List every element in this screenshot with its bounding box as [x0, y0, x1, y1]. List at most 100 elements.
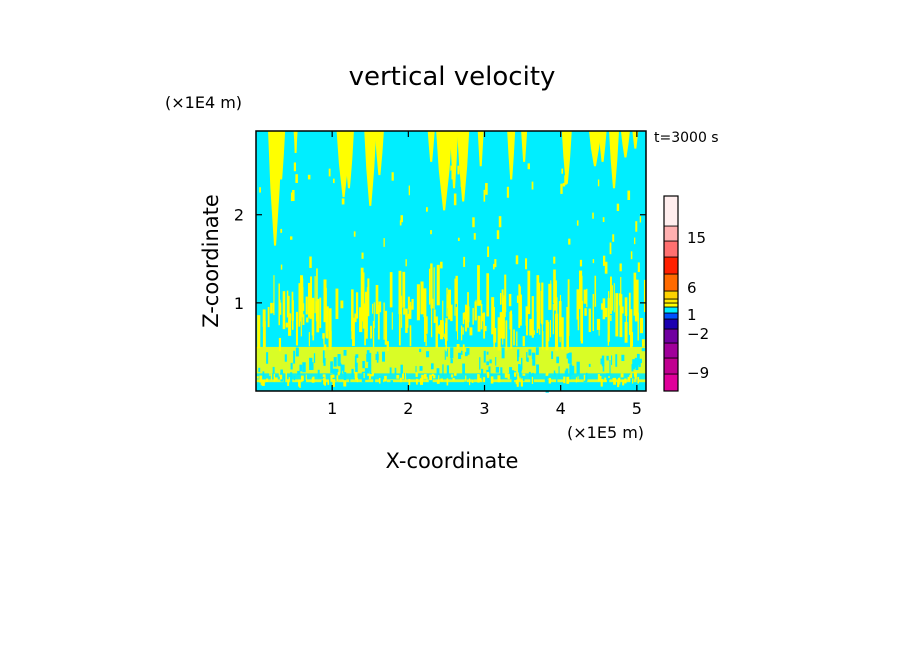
speck: [464, 379, 466, 382]
streak: [501, 289, 504, 305]
speck: [420, 378, 424, 385]
speck: [416, 378, 418, 385]
speck: [514, 372, 517, 377]
streak: [472, 217, 475, 228]
speck: [633, 372, 637, 377]
speck: [279, 374, 283, 380]
plume: [374, 131, 384, 176]
streak: [479, 300, 482, 306]
streak: [293, 162, 297, 172]
streak: [628, 292, 631, 335]
streak: [326, 306, 329, 332]
speck: [288, 377, 290, 380]
speck: [278, 372, 280, 377]
chart-title: vertical velocity: [349, 62, 556, 92]
colorbar-level: [663, 256, 679, 275]
streak: [305, 296, 308, 315]
streak: [314, 276, 316, 314]
streak: [576, 220, 579, 226]
streak: [312, 327, 315, 341]
streak: [257, 315, 261, 349]
streak: [598, 326, 600, 336]
speck: [471, 379, 474, 383]
streak: [453, 193, 457, 206]
streak: [473, 233, 476, 240]
streak: [307, 174, 311, 180]
streak: [472, 308, 474, 325]
band-gap: [517, 349, 520, 358]
band-gap: [500, 367, 503, 380]
streak: [637, 312, 639, 341]
streak: [540, 290, 543, 324]
speck: [421, 374, 424, 380]
streak: [423, 297, 426, 342]
streak: [635, 221, 638, 232]
band-gap: [460, 350, 463, 355]
streak: [542, 331, 544, 351]
colorbar-labels: 15 6 1−2 −9: [687, 229, 709, 382]
streak: [456, 300, 459, 340]
streak: [578, 297, 581, 310]
streak: [423, 288, 427, 318]
speck: [259, 375, 263, 383]
streak: [372, 320, 375, 347]
y-tick-label: 2: [234, 206, 244, 225]
streak: [502, 297, 505, 339]
band-gap: [520, 357, 523, 370]
band-gap: [343, 349, 347, 356]
streak: [328, 308, 332, 350]
speck: [452, 378, 455, 381]
colorbar-level: [663, 312, 679, 320]
plume: [277, 131, 286, 180]
streak: [602, 255, 606, 266]
streak: [310, 276, 312, 311]
colorbar-level: [663, 328, 679, 344]
band-gap: [576, 361, 580, 375]
streak: [319, 297, 322, 329]
streak: [430, 263, 433, 304]
speck: [468, 378, 471, 386]
streak: [634, 237, 636, 245]
band-gap: [609, 364, 611, 375]
band-gap: [464, 379, 468, 392]
band-gap: [390, 380, 394, 388]
band-gap: [373, 377, 376, 387]
speck: [477, 374, 480, 383]
speck: [617, 379, 620, 388]
streak: [643, 279, 647, 313]
streak: [639, 317, 644, 334]
streak: [537, 297, 541, 315]
speck: [285, 372, 287, 380]
streak: [333, 178, 335, 184]
band-gap: [337, 362, 342, 367]
plume: [343, 131, 354, 189]
band-gap: [551, 351, 554, 360]
band-gap: [342, 366, 345, 373]
streak: [410, 301, 412, 314]
streak: [298, 283, 301, 327]
streak: [446, 318, 448, 341]
streak: [491, 297, 495, 335]
streak: [594, 275, 597, 307]
speck: [454, 373, 457, 376]
band-gap: [330, 361, 333, 373]
band-gap: [420, 366, 423, 370]
streak: [391, 172, 394, 181]
streak: [286, 290, 289, 318]
band-gap: [462, 363, 465, 374]
streak: [282, 291, 286, 330]
streak: [612, 234, 615, 242]
streak: [367, 278, 370, 317]
streak: [409, 325, 412, 347]
speck: [608, 375, 610, 378]
band-gap: [588, 363, 591, 367]
streak: [273, 275, 275, 316]
speck: [336, 375, 339, 382]
speck: [298, 379, 300, 387]
streak: [467, 292, 469, 328]
streak: [363, 272, 365, 305]
speck: [597, 373, 600, 382]
streak: [553, 256, 556, 264]
streak: [375, 284, 379, 315]
streak: [447, 289, 452, 320]
